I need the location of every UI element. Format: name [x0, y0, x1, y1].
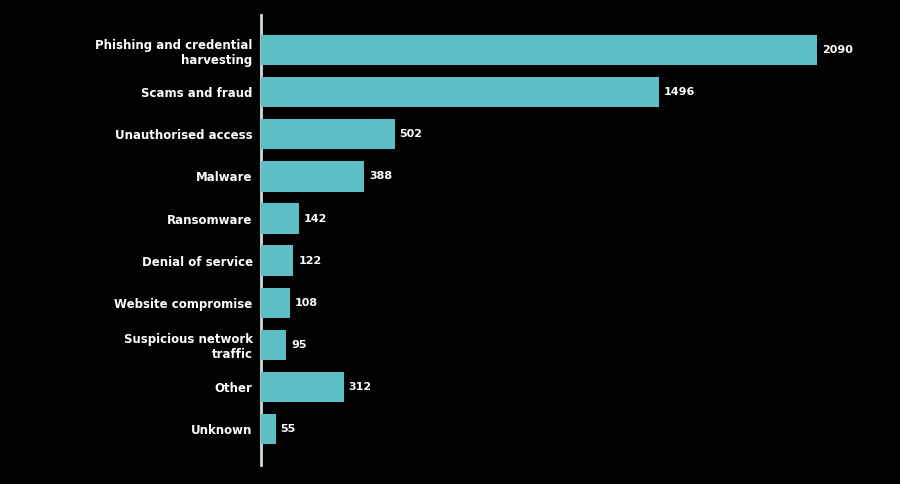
- Bar: [261, 119, 394, 150]
- Bar: [261, 330, 286, 360]
- Text: 312: 312: [349, 382, 372, 392]
- Text: 388: 388: [369, 171, 392, 182]
- Text: 1496: 1496: [664, 87, 695, 97]
- Text: 122: 122: [298, 256, 321, 266]
- Bar: [261, 372, 344, 402]
- Text: 2090: 2090: [822, 45, 853, 55]
- Bar: [261, 203, 299, 234]
- Text: 108: 108: [294, 298, 318, 308]
- Bar: [261, 245, 293, 276]
- Text: 55: 55: [281, 424, 296, 434]
- Text: 95: 95: [291, 340, 307, 350]
- Bar: [261, 77, 659, 107]
- Text: 502: 502: [400, 129, 422, 139]
- Bar: [261, 161, 365, 192]
- Text: 142: 142: [303, 213, 327, 224]
- Bar: [261, 35, 817, 65]
- Bar: [261, 414, 275, 444]
- Bar: [261, 287, 290, 318]
